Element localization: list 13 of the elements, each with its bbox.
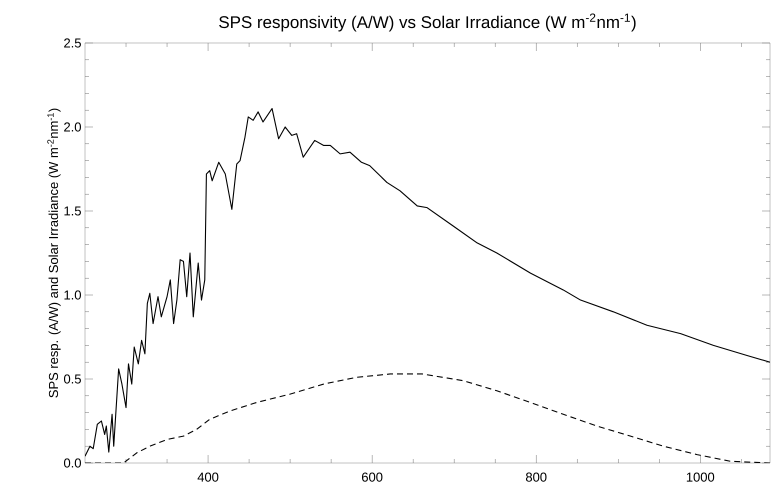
y-tick-label: 1.5 — [64, 206, 81, 216]
y-tick-label: 1.0 — [64, 290, 81, 300]
chart-title: SPS responsivity (A/W) vs Solar Irradiance (W m$^{-2}$nm$^{-1}$) — [219, 13, 636, 32]
y-tick-label: 2.5 — [64, 38, 81, 48]
x-tick-label: 400 — [198, 472, 218, 482]
y-tick-label: 0.0 — [64, 458, 81, 468]
x-tick-label: 1000 — [686, 472, 714, 482]
x-tick-label: 800 — [526, 472, 547, 482]
line-series — [85, 373, 770, 463]
x-tick-label: 600 — [362, 472, 382, 482]
y-axis-title: SPS resp. (A/W) and Solar Irradiance (W m$^{-2}$nm$^{-1}$) — [47, 108, 61, 398]
y-tick-label: 0.5 — [64, 374, 81, 384]
y-tick-label: 2.0 — [64, 122, 81, 132]
